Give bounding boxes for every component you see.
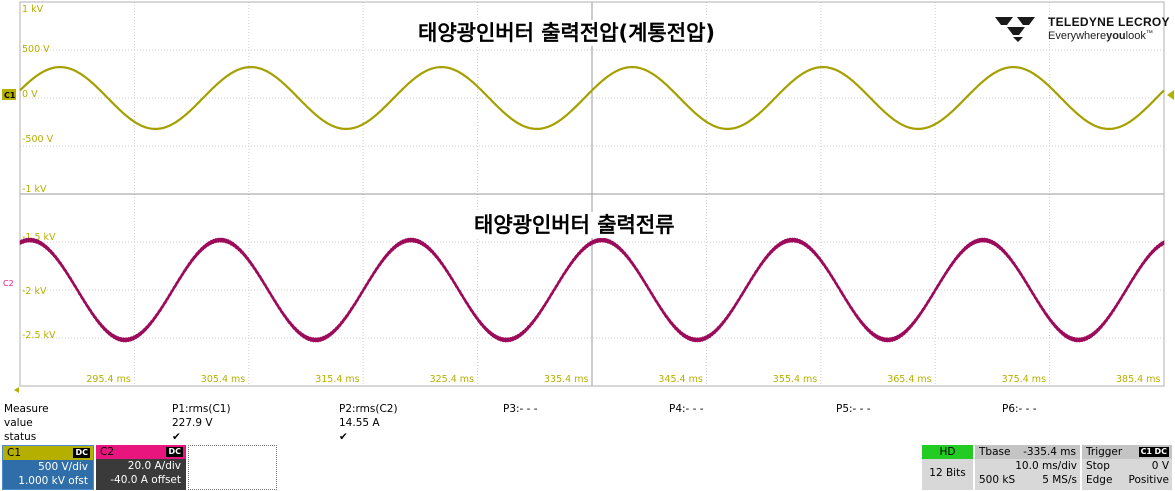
trigger-label: Trigger bbox=[1086, 446, 1123, 458]
hd-bits: 12 Bits bbox=[929, 467, 966, 479]
time-axis-tick-label: 375.4 ms bbox=[1002, 374, 1046, 385]
param-p2-status-check-icon: ✔ bbox=[339, 431, 348, 443]
waveform-display[interactable]: 1 kV 500 V 0 V -500 V -1 kV -1.5 kV -2 kV -2.5 … bbox=[0, 0, 1175, 400]
c1-vdiv: 500 V/div bbox=[38, 461, 88, 473]
time-axis-tick-label: 345.4 ms bbox=[658, 374, 702, 385]
voltage-axis-tick-label: 0 V bbox=[22, 89, 38, 100]
trigger-panel[interactable]: Trigger C1 DC Stop 0 V Edge Positive bbox=[1082, 445, 1172, 490]
param-p1-status-check-icon: ✔ bbox=[172, 431, 181, 443]
param-p2-name[interactable]: P2:rms(C2) bbox=[339, 403, 398, 415]
c1-marker-label: C1 bbox=[4, 91, 16, 100]
time-axis-tick-label: 385.4 ms bbox=[1116, 374, 1160, 385]
trigger-time-marker bbox=[14, 387, 19, 393]
param-p1-name[interactable]: P1:rms(C1) bbox=[172, 403, 231, 415]
c2-descriptor[interactable]: C2 DC 20.0 A/div -40.0 A offset bbox=[96, 445, 186, 490]
hd-badge: HD bbox=[922, 445, 973, 459]
param-p2-value: 14.55 A bbox=[339, 417, 380, 429]
voltage-axis-tick-label: 1 kV bbox=[22, 4, 44, 15]
param-p6-name[interactable]: P6:- - - bbox=[1002, 403, 1037, 415]
voltage-title: 태양광인버터 출력전압(계통전압) bbox=[412, 20, 721, 46]
tbase-label: Tbase bbox=[979, 446, 1011, 458]
voltage-axis-tick-label: -1 kV bbox=[22, 184, 47, 195]
trigger-level-marker bbox=[1167, 90, 1174, 100]
current-axis-tick-label: -2 kV bbox=[22, 286, 47, 297]
c1-descriptor[interactable]: C1 DC 500 V/div 1.000 kV ofst bbox=[2, 445, 94, 490]
c1-ground-marker bbox=[2, 89, 16, 100]
c2-marker-label: C2 bbox=[3, 279, 14, 288]
tbase-div: 10.0 ms/div bbox=[1015, 460, 1077, 472]
status-label: status bbox=[4, 431, 37, 443]
c1-voltage-trace bbox=[19, 66, 1165, 130]
tbase-rate: 5 MS/s bbox=[1042, 474, 1077, 486]
c2-current-trace bbox=[19, 237, 1165, 343]
trigger-type: Edge bbox=[1086, 474, 1113, 486]
c2-vdiv: 20.0 A/div bbox=[127, 460, 181, 472]
time-axis-tick-label: 305.4 ms bbox=[201, 374, 245, 385]
c1-coupling-badge: DC bbox=[73, 448, 90, 458]
scope-grid[interactable]: 1 kV 500 V 0 V -500 V -1 kV -1.5 kV -2 kV -2.5 … bbox=[0, 0, 1175, 400]
hd-panel[interactable]: HD 12 Bits bbox=[922, 445, 973, 490]
param-p3-name[interactable]: P3:- - - bbox=[503, 403, 538, 415]
trigger-slope: Positive bbox=[1128, 474, 1169, 486]
c1-offset: 1.000 kV ofst bbox=[18, 475, 88, 487]
time-axis-tick-label: 365.4 ms bbox=[887, 374, 931, 385]
c2-name: C2 bbox=[100, 446, 115, 458]
current-axis-tick-label: -1.5 kV bbox=[22, 232, 56, 243]
measure-label: Measure bbox=[4, 403, 49, 415]
trigger-level: 0 V bbox=[1151, 460, 1169, 472]
time-axis-tick-label: 335.4 ms bbox=[544, 374, 588, 385]
empty-descriptor-slot[interactable] bbox=[188, 445, 277, 490]
trigger-coupling-badge: DC bbox=[1152, 447, 1169, 457]
tbase-samples: 500 kS bbox=[979, 474, 1016, 486]
time-axis-tick-label: 295.4 ms bbox=[86, 374, 130, 385]
timebase-panel[interactable]: Tbase -335.4 ms 10.0 ms/div 500 kS 5 MS/… bbox=[975, 445, 1080, 490]
grid-border bbox=[19, 1, 1165, 387]
c1-name: C1 bbox=[7, 447, 22, 459]
lecroy-logo-icon bbox=[995, 17, 1035, 42]
channel-status-bar: C1 DC 500 V/div 1.000 kV ofst C2 DC 20.0… bbox=[0, 445, 1175, 491]
c2-coupling-badge: DC bbox=[166, 447, 183, 457]
param-p4-name[interactable]: P4:- - - bbox=[669, 403, 704, 415]
time-axis-tick-label: 315.4 ms bbox=[315, 374, 359, 385]
tbase-delay: -335.4 ms bbox=[1023, 446, 1076, 458]
logo-brand: TELEDYNE LECROY bbox=[1048, 15, 1170, 29]
time-axis-tick-label: 325.4 ms bbox=[430, 374, 474, 385]
param-p5-name[interactable]: P5:- - - bbox=[836, 403, 871, 415]
current-axis-tick-label: -2.5 kV bbox=[22, 330, 56, 341]
value-label: value bbox=[4, 417, 33, 429]
measure-table[interactable]: Measure P1:rms(C1) P2:rms(C2) P3:- - - P… bbox=[0, 402, 1175, 444]
time-axis-tick-label: 355.4 ms bbox=[773, 374, 817, 385]
current-title: 태양광인버터 출력전류 bbox=[468, 212, 681, 238]
trigger-source-badge: C1 bbox=[1138, 447, 1154, 457]
trigger-mode: Stop bbox=[1086, 460, 1110, 472]
logo-tagline: Everywhereyoulook™ bbox=[1048, 30, 1153, 42]
param-p1-value: 227.9 V bbox=[172, 417, 213, 429]
voltage-axis-tick-label: -500 V bbox=[22, 134, 54, 145]
c2-offset: -40.0 A offset bbox=[110, 474, 181, 486]
voltage-axis-tick-label: 500 V bbox=[22, 44, 50, 55]
